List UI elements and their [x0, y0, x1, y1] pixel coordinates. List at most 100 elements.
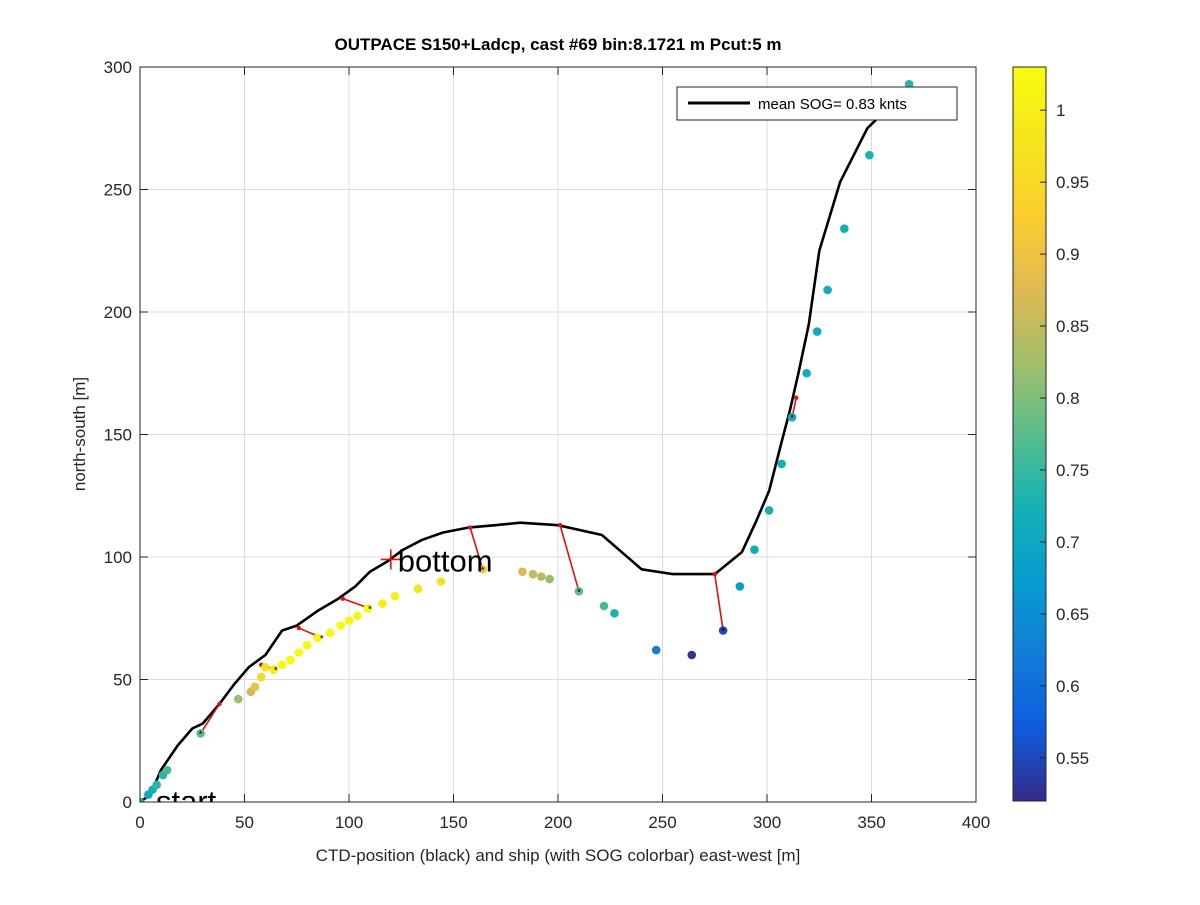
- ship-point: [865, 150, 874, 160]
- ctd-ship-connector: [559, 524, 580, 592]
- ship-point: [764, 506, 774, 515]
- ship-point: [261, 662, 270, 672]
- ship-point: [750, 545, 759, 554]
- connector-ctd-marker: [217, 701, 222, 707]
- ship-point-star: *: [274, 666, 278, 677]
- ship-point: [777, 459, 786, 469]
- x-tick-label: 200: [544, 813, 572, 832]
- ship-point: [436, 577, 446, 586]
- ship-point: [336, 621, 345, 630]
- legend-entry-label: mean SOG= 0.83 knts: [758, 96, 907, 113]
- ship-point: [528, 569, 538, 579]
- ship-point-star: *: [368, 604, 372, 615]
- colorbar-tick-label: 0.65: [1056, 605, 1089, 624]
- ship-point: [162, 765, 172, 775]
- x-axis-label: CTD-position (black) and ship (with SOG …: [316, 846, 801, 865]
- ship-point: [812, 327, 822, 336]
- colorbar-tick-label: 0.9: [1056, 245, 1080, 264]
- ship-point: [277, 660, 287, 670]
- y-tick-label: 0: [123, 793, 132, 812]
- ship-point-star: *: [577, 587, 581, 598]
- ship-point: [574, 587, 584, 596]
- connector-ctd-marker: [468, 525, 473, 530]
- ship-point: [302, 640, 312, 650]
- ship-point: [545, 574, 554, 584]
- y-tick-label: 200: [104, 303, 132, 322]
- ship-point: [651, 645, 661, 655]
- ship-point: [599, 601, 609, 611]
- ship-point: [536, 572, 546, 581]
- ship-point: [610, 609, 619, 618]
- ship-point: [313, 633, 322, 643]
- x-tick-label: 0: [135, 813, 144, 832]
- ship-point-star: *: [320, 634, 324, 645]
- y-tick-label: 50: [113, 671, 132, 690]
- connector-ctd-marker: [296, 625, 302, 631]
- colorbar: 0.55 0.6 0.65 0.7 0.75 0.8 0.85 0.9 0.95 1: [1012, 66, 1089, 802]
- x-tick-label: 250: [648, 813, 676, 832]
- ship-point: [518, 567, 527, 576]
- ship-point: [344, 616, 354, 625]
- ship-point: [802, 368, 812, 378]
- colorbar-tick-label: 1: [1056, 101, 1065, 120]
- ship-point: [286, 655, 295, 665]
- x-tick-label: 100: [335, 813, 363, 832]
- y-tick-label: 100: [104, 548, 132, 567]
- x-tick-label: 50: [235, 813, 254, 832]
- colorbar-tick-label: 0.6: [1056, 677, 1080, 696]
- ship-point: [823, 285, 832, 295]
- ship-point-star: *: [790, 413, 794, 424]
- colorbar-tick-label: 0.75: [1056, 461, 1089, 480]
- ship-point: [718, 626, 728, 635]
- ship-point: [152, 780, 162, 790]
- ship-point: [256, 672, 266, 682]
- ship-point: [735, 582, 745, 591]
- x-tick-label: 350: [857, 813, 885, 832]
- ship-point: [478, 564, 488, 574]
- colorbar-ticks: 0.55 0.6 0.65 0.7 0.75 0.8 0.85 0.9 0.95 1: [1040, 101, 1089, 768]
- ship-point: [196, 729, 205, 738]
- ship-point: [378, 599, 387, 608]
- ship-point: [390, 591, 400, 601]
- x-tick-label: 150: [439, 813, 467, 832]
- colorbar-tick-label: 0.55: [1056, 749, 1089, 768]
- ship-point: [840, 224, 849, 233]
- x-tick-label: 400: [962, 813, 990, 832]
- axis-ticks: 0 50 100 150 200 250 300 350 400 0 50 100 150 200 250 3…: [104, 58, 991, 832]
- ship-point: [233, 694, 243, 704]
- connector-ctd-marker: [712, 571, 717, 577]
- y-tick-label: 150: [104, 426, 132, 445]
- connector-ctd-marker: [557, 522, 563, 528]
- ship-point-star: *: [481, 565, 485, 576]
- colorbar-tick-label: 0.95: [1056, 173, 1089, 192]
- ship-point: [353, 611, 362, 621]
- y-axis-label: north-south [m]: [70, 377, 89, 491]
- ship-point: [294, 648, 304, 657]
- start-annotation: start: [156, 784, 217, 819]
- ship-point: [687, 650, 697, 660]
- y-tick-label: 300: [104, 58, 132, 77]
- ctd-track-line: [140, 83, 911, 802]
- connector-ctd-marker: [340, 596, 345, 601]
- colorbar-tick-label: 0.85: [1056, 317, 1089, 336]
- y-tick-label: 250: [104, 181, 132, 200]
- ctd-ship-connector: [469, 527, 484, 570]
- data-layer: * * * * * * * * start bottom: [140, 79, 914, 819]
- chart-title: OUTPACE S150+Ladcp, cast #69 bin:8.1721 …: [334, 35, 781, 54]
- ship-point: [904, 79, 914, 89]
- ship-point: [413, 584, 423, 594]
- colorbar-tick-label: 0.8: [1056, 389, 1080, 408]
- ship-point: [269, 665, 279, 674]
- colorbar-scale: [1012, 66, 1047, 802]
- colorbar-tick-label: 0.7: [1056, 533, 1080, 552]
- ctd-ship-connector: [199, 703, 221, 734]
- x-tick-label: 300: [753, 813, 781, 832]
- ship-point: [140, 797, 145, 802]
- ship-point-star: *: [199, 729, 203, 740]
- bottom-annotation: bottom: [398, 543, 493, 578]
- ship-point: [363, 604, 373, 613]
- legend: mean SOG= 0.83 knts: [676, 86, 958, 121]
- ship-point: [787, 413, 797, 422]
- ctd-ship-connector: [713, 574, 724, 631]
